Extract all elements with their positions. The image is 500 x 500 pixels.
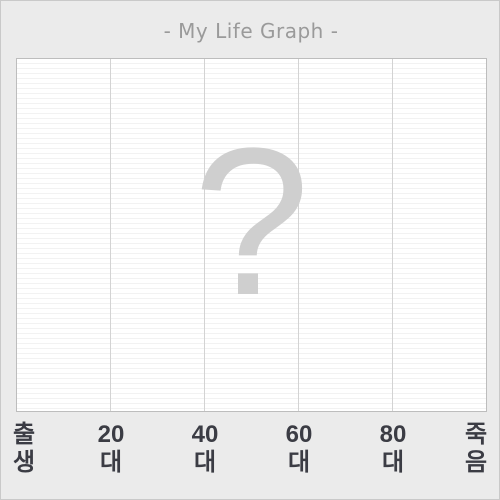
x-tick-40s: 40 대 xyxy=(175,421,235,477)
x-tick-label-bottom: 음 xyxy=(464,449,488,476)
x-tick-label-top: 80 xyxy=(379,421,407,448)
gridline-20 xyxy=(110,59,111,411)
x-tick-label-top: 죽 xyxy=(464,421,488,448)
x-tick-label-top: 출 xyxy=(12,421,36,448)
x-tick-label-bottom: 대 xyxy=(287,449,311,476)
chart-title: - My Life Graph - xyxy=(163,19,339,43)
question-mark-placeholder: ? xyxy=(193,104,310,339)
x-tick-label-bottom: 대 xyxy=(381,449,405,476)
gridline-60 xyxy=(298,59,299,411)
x-tick-80s: 80 대 xyxy=(363,421,423,477)
gridline-40 xyxy=(204,59,205,411)
x-tick-label-bottom: 대 xyxy=(193,449,217,476)
x-tick-label-top: 20 xyxy=(97,421,125,448)
x-tick-label-top: 60 xyxy=(285,421,313,448)
plot-area: ? xyxy=(16,58,487,412)
x-tick-birth: 출 생 xyxy=(0,421,54,477)
x-tick-label-bottom: 생 xyxy=(12,449,36,476)
x-tick-20s: 20 대 xyxy=(81,421,141,477)
x-tick-label-bottom: 대 xyxy=(99,449,123,476)
x-tick-60s: 60 대 xyxy=(269,421,329,477)
gridline-80 xyxy=(392,59,393,411)
x-tick-label-top: 40 xyxy=(191,421,219,448)
x-tick-death: 죽 음 xyxy=(446,421,500,477)
